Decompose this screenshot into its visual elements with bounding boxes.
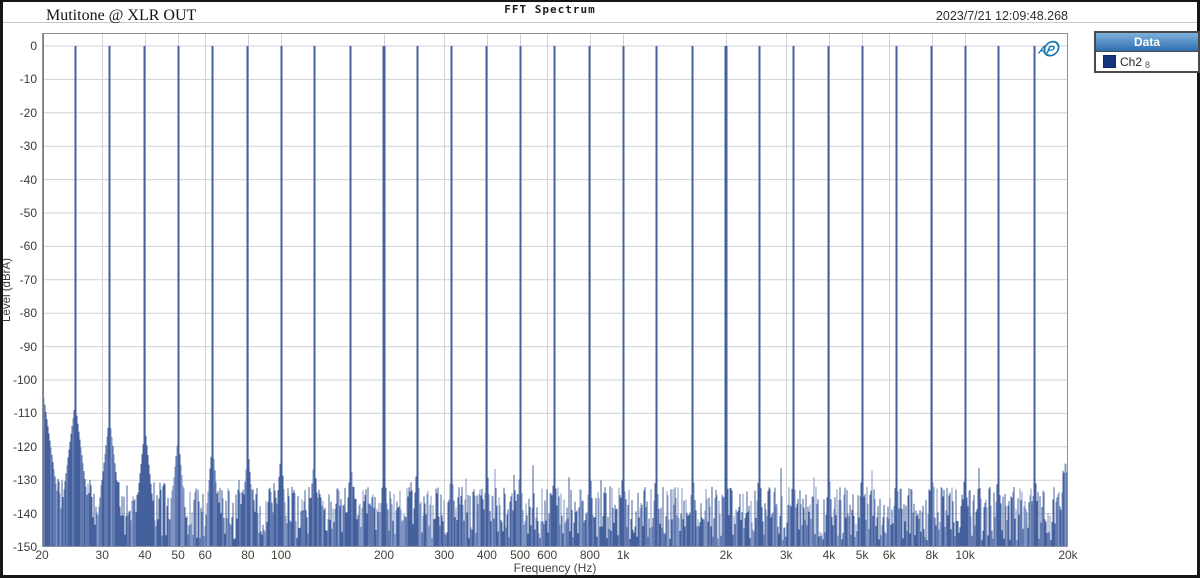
y-tick-label: -10 xyxy=(19,72,37,87)
legend-title: Data xyxy=(1096,33,1198,52)
x-axis-title: Frequency (Hz) xyxy=(513,561,597,575)
x-tick-label: 2k xyxy=(719,548,733,562)
legend-entry-label: Ch2 xyxy=(1120,54,1143,69)
svg-text:AP: AP xyxy=(1036,44,1056,56)
x-tick-label: 200 xyxy=(373,548,395,562)
ap-logo-icon: AP xyxy=(1036,40,1060,57)
y-tick-label: 0 xyxy=(30,39,37,53)
x-tick-label: 60 xyxy=(198,548,212,562)
y-tick-label: -130 xyxy=(12,473,37,488)
x-tick-label: 1k xyxy=(616,548,630,562)
x-tick-label: 400 xyxy=(476,548,497,562)
x-tick-label: 500 xyxy=(510,548,531,562)
window-title: FFT Spectrum xyxy=(504,3,596,16)
x-tick-label: 20 xyxy=(35,548,49,562)
x-tick-label: 80 xyxy=(241,548,255,562)
legend-swatch-icon xyxy=(1103,55,1116,68)
fft-plot-area[interactable] xyxy=(42,33,1068,547)
x-tick-label: 50 xyxy=(171,548,185,562)
x-tick-label: 100 xyxy=(271,548,292,562)
y-tick-label: -20 xyxy=(19,105,37,120)
y-tick-label: -40 xyxy=(19,172,37,187)
x-tick-label: 6k xyxy=(882,548,896,562)
x-tick-label: 20k xyxy=(1058,548,1078,562)
trace-title: Mutitone @ XLR OUT xyxy=(46,7,197,24)
y-tick-label: -60 xyxy=(19,239,37,254)
y-tick-label: -30 xyxy=(19,139,37,154)
y-tick-label: -150 xyxy=(12,540,37,554)
legend-entry-subscript: 8 xyxy=(1145,59,1151,70)
x-tick-label: 5k xyxy=(855,548,869,562)
legend-entry-ch2[interactable]: Ch2 8 xyxy=(1096,52,1198,71)
y-tick-label: -90 xyxy=(19,339,37,354)
data-legend-panel: Data Ch2 8 xyxy=(1094,31,1200,73)
x-tick-label: 3k xyxy=(779,548,793,562)
spectrum-trace xyxy=(42,46,1068,547)
x-tick-label: 600 xyxy=(537,548,558,562)
x-tick-label: 800 xyxy=(579,548,600,562)
y-tick-label: -120 xyxy=(12,439,37,454)
y-tick-label: -70 xyxy=(19,272,37,287)
y-tick-label: -80 xyxy=(19,306,37,321)
x-tick-label: 8k xyxy=(925,548,939,562)
x-tick-label: 4k xyxy=(822,548,836,562)
timestamp: 2023/7/21 12:09:48.268 xyxy=(935,9,1068,23)
x-tick-label: 300 xyxy=(434,548,455,562)
y-tick-label: -100 xyxy=(12,373,37,387)
header-divider xyxy=(3,22,1197,23)
y-tick-label: -110 xyxy=(13,406,37,421)
x-tick-label: 40 xyxy=(138,548,152,562)
y-tick-label: -50 xyxy=(19,206,37,220)
y-tick-label: -140 xyxy=(12,506,37,521)
x-tick-label: 10k xyxy=(955,548,975,562)
plot-border xyxy=(42,33,1068,547)
x-tick-label: 30 xyxy=(95,548,109,562)
